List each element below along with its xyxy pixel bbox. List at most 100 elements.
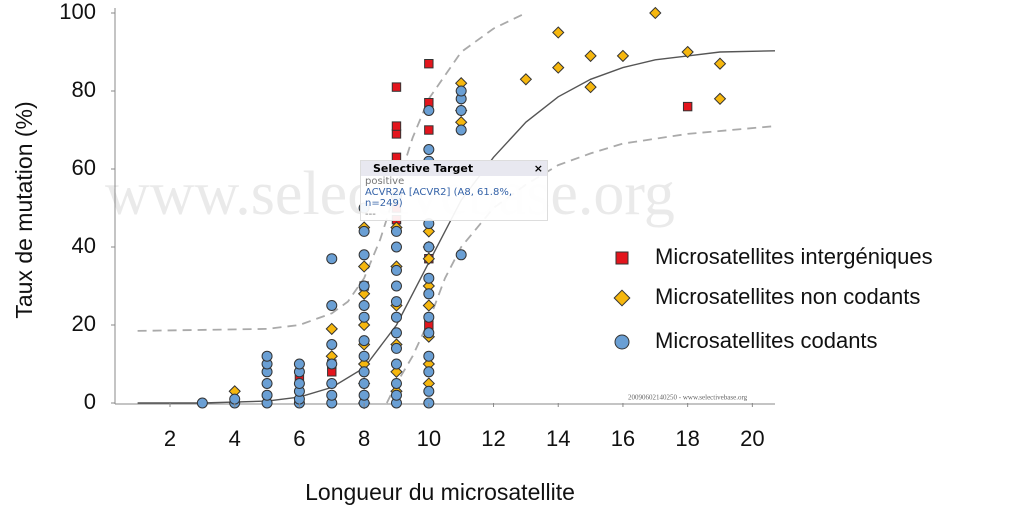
diamond-marker [357,318,371,332]
circle-marker [358,366,370,378]
diamond-marker [422,252,435,265]
diamond-marker [552,61,565,74]
diamond-marker [713,57,727,70]
square-marker [391,129,402,139]
diamond-marker [649,6,662,20]
circle-marker [614,334,630,350]
circle-marker [358,249,370,261]
circle-marker [326,300,338,311]
circle-marker [358,311,370,323]
circle-marker [358,389,370,401]
circle-marker [390,378,402,389]
diamond-marker [422,225,435,238]
circle-marker [390,311,402,323]
y-tick-label: 20 [72,311,96,336]
x-tick-label: 10 [417,426,441,451]
legend-label: Microsatellites codants [655,328,878,353]
x-tick-label: 8 [358,426,370,451]
tooltip: Selective Target × positive ACVR2A [ACVR… [360,160,548,221]
diamond-marker [422,299,435,312]
circle-marker [293,378,305,389]
y-tick-label: 100 [59,0,96,24]
circle-marker [326,358,338,370]
circle-marker [326,253,338,265]
diamond-marker [325,322,338,336]
diamond-marker [613,289,631,307]
circle-marker [390,280,402,292]
x-axis-label: Longueur du microsatellite [305,479,575,505]
circle-marker [261,378,273,389]
circle-marker [423,105,435,116]
square-marker [391,121,402,131]
circle-marker [455,249,467,261]
diamond-marker [357,287,371,300]
diamond-marker [681,45,694,59]
square-marker [391,82,402,92]
circle-marker [455,85,467,97]
tooltip-target[interactable]: ACVR2A [ACVR2] (A8, 61.8%, n=249) [365,187,513,209]
circle-marker [196,397,208,409]
x-tick-label: 20 [740,426,764,451]
legend-label: Microsatellites non codants [655,284,920,309]
square-marker [424,125,434,135]
diamond-marker [357,260,371,273]
circle-marker [423,241,435,253]
square-marker [682,101,693,112]
circle-marker [423,288,435,300]
y-tick-label: 0 [84,389,96,414]
circle-marker [358,350,370,362]
circle-marker [390,389,402,401]
diamond-marker [584,80,597,94]
circle-marker [390,225,402,237]
circle-marker [261,350,273,362]
legend: Microsatellites intergéniques Microsatell… [613,244,933,353]
circle-marker [358,378,370,389]
circle-marker [358,225,370,237]
diamond-marker [519,73,533,86]
x-tick-label: 6 [293,426,305,451]
x-tick-label: 16 [611,426,635,451]
close-button[interactable]: × [533,162,543,175]
square-marker [424,59,434,69]
circle-marker [455,105,467,116]
circle-marker [423,272,435,284]
circle-marker [358,300,370,311]
circle-marker [423,366,435,378]
diamond-marker [713,92,727,105]
circle-marker [229,393,241,405]
y-tick-label: 80 [72,77,96,102]
circle-marker [390,342,402,354]
circle-marker [390,358,402,370]
diamond-marker [390,365,403,378]
square-marker [615,251,629,265]
fit-curve [137,12,527,332]
x-tick-label: 14 [546,426,570,451]
y-axis-label: Taux de mutation (%) [11,101,37,318]
circle-marker [423,385,435,397]
y-tick-label: 60 [72,155,96,180]
tooltip-extra: --- [365,209,376,220]
circle-marker [358,280,370,292]
circle-marker [293,358,305,370]
x-tick-label: 2 [164,426,176,451]
tooltip-header: Selective Target × [361,161,547,176]
fit-curve [385,125,775,404]
circle-marker [423,350,435,362]
diamond-marker [616,49,630,63]
diamond-marker [552,26,565,39]
x-tick-label: 18 [675,426,699,451]
tooltip-status: positive [365,176,405,187]
circle-marker [326,378,338,389]
circle-marker [326,339,338,350]
circle-marker [390,327,402,339]
x-tick-label: 12 [481,426,505,451]
circle-marker [390,241,402,253]
circle-marker [358,335,370,347]
circle-marker [261,389,273,401]
circle-marker [390,264,402,276]
diamond-marker [584,49,597,63]
footer: 20090602140250 - www.selectivebase.org [628,394,748,402]
circle-marker [390,296,402,308]
